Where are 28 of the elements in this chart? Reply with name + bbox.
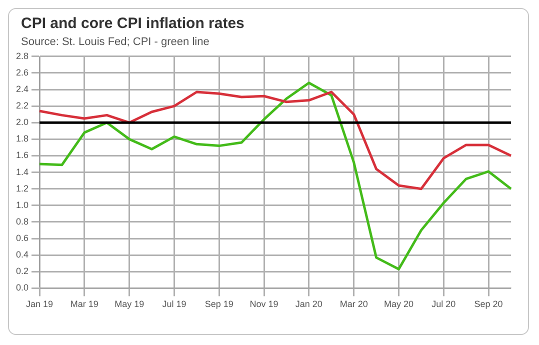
x-tick-label: Sep 20 <box>474 299 503 310</box>
x-tick-label: Jul 19 <box>162 299 186 310</box>
x-tick-label: Sep 19 <box>204 299 234 310</box>
y-tick-label: 1.0 <box>16 200 29 210</box>
y-tick-label: 2.4 <box>16 84 29 94</box>
chart-title: CPI and core CPI inflation rates <box>21 15 246 32</box>
y-tick-label: 0.0 <box>16 282 29 293</box>
chart-subtitle: Source: St. Louis Fed; CPI - green line <box>21 36 210 48</box>
y-tick-label: 0.4 <box>16 250 29 260</box>
y-tick-label: 2.6 <box>16 67 29 78</box>
x-tick-label: Jan 20 <box>295 299 322 310</box>
y-tick-label: 0.6 <box>16 233 29 244</box>
x-tick-label: Jul 20 <box>432 299 456 310</box>
y-tick-label: 1.8 <box>16 134 29 144</box>
y-tick-label: 1.2 <box>16 183 29 194</box>
y-tick-label: 2.0 <box>16 117 29 128</box>
x-tick-label: Jan 19 <box>26 299 54 310</box>
x-tick-label: Mar 19 <box>70 299 98 310</box>
y-tick-label: 2.8 <box>16 50 29 61</box>
y-tick-label: 2.2 <box>16 100 29 111</box>
y-tick-label: 1.6 <box>16 150 29 160</box>
y-tick-label: 0.2 <box>16 266 29 276</box>
x-tick-label: Mar 20 <box>340 299 368 310</box>
x-tick-label: Nov 19 <box>250 299 278 310</box>
x-tick-label: May 20 <box>384 299 414 310</box>
y-tick-label: 1.4 <box>16 166 29 177</box>
x-tick-label: May 19 <box>114 299 144 310</box>
y-tick-label: 0.8 <box>16 216 29 226</box>
